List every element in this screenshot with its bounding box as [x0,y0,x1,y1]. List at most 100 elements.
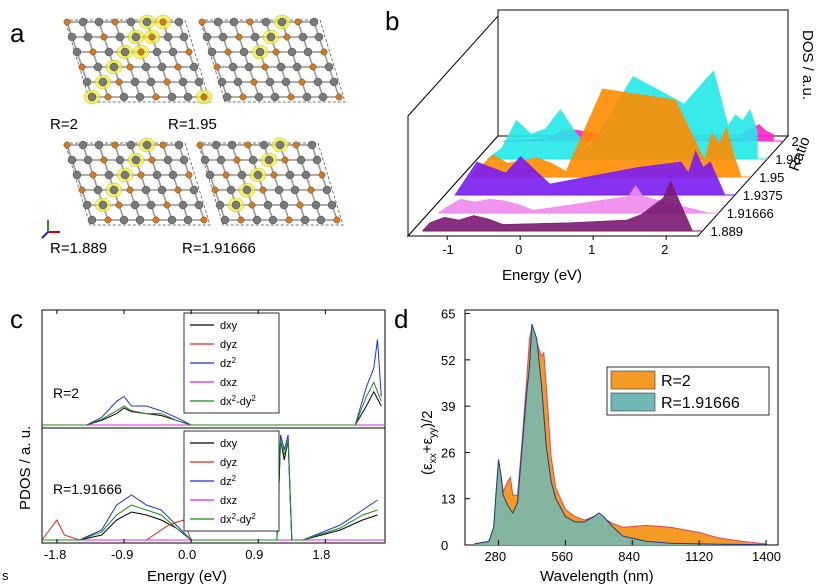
y-tick-label: 13 [441,492,455,507]
atom-grey [82,77,92,87]
atom-grey [302,92,312,102]
atom-grey [183,215,193,225]
atom-grey [87,215,97,225]
atom-orange [318,171,326,179]
x-tick-label: 2 [661,242,668,257]
atom-grey [174,140,184,150]
y-tick-label: 39 [441,399,455,414]
atom-grey [109,62,119,72]
atom-orange [115,78,123,86]
atom-orange [200,216,208,224]
structure-1 [63,14,213,105]
atom-orange [111,141,119,149]
ratio-series-1.95 [470,88,742,178]
legend-label: R=2 [661,373,691,390]
atom-grey [93,62,103,72]
atom-grey [104,170,114,180]
atom-grey [83,155,93,165]
atom-orange [152,216,160,224]
ratio-tick-label: 1.9375 [743,188,783,203]
atom-grey [205,170,215,180]
atom-grey [200,155,210,165]
ratio-series-1.9375 [454,150,726,196]
atom-grey [263,200,273,210]
ratio-tick-label: 1.95 [759,170,784,185]
pdos-line-dx2-dy2 [42,439,378,541]
atom-grey [242,185,252,195]
atom-orange [89,171,97,179]
atom-grey [265,77,275,87]
subplot-label: R=1.91666 [53,481,122,497]
atom-grey [130,77,140,87]
atom-orange [244,141,252,149]
x-tick-label: 0.9 [245,547,263,562]
atom-grey [141,185,151,195]
y-tick-label: 52 [441,353,455,368]
atom-grey [309,17,319,27]
x-axis-label: Energy (eV) [147,568,227,584]
atom-orange [283,33,291,41]
atom-grey [163,32,173,42]
atom-orange [185,171,193,179]
atom-grey [255,47,265,57]
x-tick-label: 1 [588,242,595,257]
atom-grey [259,140,269,150]
panel-label-c: c [10,304,23,334]
pdos-line-dx2-dy2 [42,381,382,426]
atom-grey [250,32,260,42]
atom-grey [275,140,285,150]
pdos-line-dz2 [42,339,382,426]
atom-grey [168,47,178,57]
z-axis-label: DOS / a.u. [799,30,816,100]
ratio-series-1.889 [421,180,693,232]
atom-grey [329,77,339,87]
legend-label: dx2-dy2 [220,394,256,408]
atom-grey [131,32,141,42]
atom-grey [135,215,145,225]
structure-3 [63,137,211,226]
atom-grey [318,92,328,102]
atom-orange [115,201,123,209]
curve-R=1.91666 [474,324,767,546]
pdos-line-dxy [42,390,382,426]
atom-grey [213,17,223,27]
atom-orange [333,216,341,224]
atom-orange [292,141,300,149]
y-tick-label: 26 [441,445,455,460]
atom-grey [248,155,258,165]
atom-grey [290,185,300,195]
atom-orange [246,18,254,26]
structure-label-r191666: R=1.91666 [182,240,256,257]
legend-label: dx2-dy2 [220,512,256,526]
atom-orange [307,186,315,194]
atom-grey [157,62,167,72]
atom-grey [266,32,276,42]
atom-grey [226,185,236,195]
ratio-tick-label: 1.96 [775,152,800,167]
atom-grey [222,92,232,102]
atom-orange [287,93,295,101]
atom-grey [217,77,227,87]
atom-grey [296,155,306,165]
atom-orange [198,18,206,26]
x-tick-label: 560 [551,549,573,564]
atom-grey [78,140,88,150]
atom-orange [222,171,230,179]
atom-grey [312,155,322,165]
atom-grey [237,170,247,180]
atom-orange [163,201,171,209]
structure-2 [198,14,346,103]
atom-grey [253,170,263,180]
y-axis-label: PDOS / a. u. [17,426,34,510]
atom-orange [126,186,134,194]
legend-swatch [610,370,656,390]
atom-orange [137,48,145,56]
atom-grey [189,185,199,195]
atom-grey [207,47,217,57]
atom-orange [211,186,219,194]
atom-orange [63,141,71,149]
atom-grey [229,17,239,27]
axis-triad-icon [41,220,60,239]
atom-grey [303,47,313,57]
panel-label-a: a [10,18,25,48]
